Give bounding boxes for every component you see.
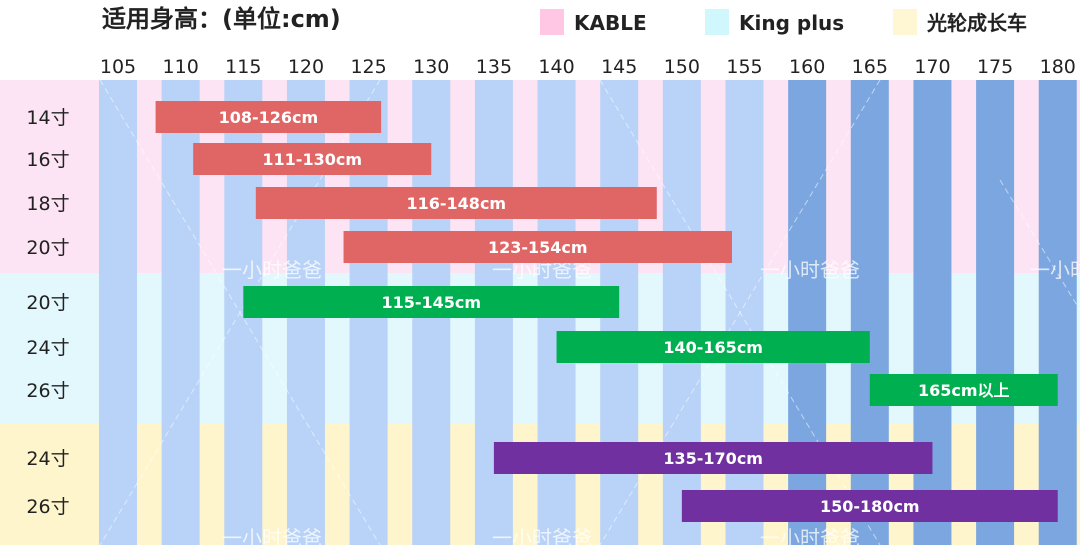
chart-title: 适用身高：(单位:cm) <box>102 5 341 33</box>
legend-swatch-1 <box>540 9 564 35</box>
legend-label-3: 光轮成长车 <box>926 11 1027 35</box>
watermark-text-6: 一小时爸爸 <box>492 526 592 545</box>
tick-label-160: 160 <box>789 56 825 78</box>
row-label-3-2: 26寸 <box>26 496 69 518</box>
tick-label-175: 175 <box>977 56 1013 78</box>
tick-label-120: 120 <box>288 56 324 78</box>
row-labels: 14寸 16寸 18寸 20寸 20寸 24寸 26寸 24寸 26寸 <box>26 107 69 518</box>
legend: KABLE King plus 光轮成长车 <box>540 9 1027 35</box>
tick-label-115: 115 <box>225 56 261 78</box>
range-bar-1-4 <box>343 231 732 263</box>
tick-label-135: 135 <box>476 56 512 78</box>
range-bar-1-1 <box>155 101 382 133</box>
watermark-text-3: 一小时爸爸 <box>760 258 860 282</box>
tick-label-150: 150 <box>664 56 700 78</box>
legend-label-2: King plus <box>739 11 844 35</box>
range-bar-1-2 <box>193 143 432 175</box>
column-180 <box>1038 80 1077 545</box>
range-bar-3-1 <box>493 442 933 474</box>
column-160 <box>788 80 827 545</box>
tick-label-130: 130 <box>413 56 449 78</box>
row-label-2-3: 26寸 <box>26 380 69 402</box>
range-bars: 108-126cm 111-130cm 116-148cm 123-154cm 115-… <box>155 101 1058 522</box>
x-axis-ticks: 105 110 115 120 125 130 135 140 145 150 155 160 165 1… <box>100 56 1076 78</box>
tick-label-155: 155 <box>726 56 762 78</box>
row-label-1-3: 18寸 <box>26 193 69 215</box>
column-175 <box>976 80 1015 545</box>
watermark-text-1: 一小时爸爸 <box>222 258 322 282</box>
row-label-2-1: 20寸 <box>26 292 69 314</box>
row-label-1-2: 16寸 <box>26 149 69 171</box>
watermark-diagonal-5 <box>999 179 1080 311</box>
tick-label-125: 125 <box>350 56 386 78</box>
range-bar-label-1-3: 116-148cm <box>407 194 507 213</box>
range-bar-2-2 <box>556 331 870 363</box>
tick-label-110: 110 <box>163 56 199 78</box>
tick-label-180: 180 <box>1040 56 1076 78</box>
range-bar-label-1-1: 108-126cm <box>219 108 319 127</box>
legend-swatch-2 <box>705 9 729 35</box>
watermark-text-4: 一小时爸爸 <box>1030 258 1080 282</box>
watermark-text-5: 一小时爸爸 <box>222 526 322 545</box>
watermark-text-7: 一小时爸爸 <box>760 526 860 545</box>
legend-swatch-3 <box>893 9 917 35</box>
range-bar-3-2 <box>681 490 1058 522</box>
tick-label-140: 140 <box>538 56 574 78</box>
row-label-3-1: 24寸 <box>26 448 69 470</box>
row-label-2-2: 24寸 <box>26 337 69 359</box>
column-165 <box>850 80 889 545</box>
range-bar-label-2-3: 165cm以上 <box>918 381 1010 400</box>
column-105 <box>99 80 137 545</box>
range-bar-label-2-2: 140-165cm <box>663 338 763 357</box>
range-bar-label-2-1: 115-145cm <box>381 293 481 312</box>
range-bar-2-3 <box>869 374 1058 406</box>
row-label-1-4: 20寸 <box>26 237 69 259</box>
column-155 <box>725 80 764 545</box>
row-label-1-1: 14寸 <box>26 107 69 129</box>
range-bar-2-1 <box>243 286 620 318</box>
tick-label-145: 145 <box>601 56 637 78</box>
watermark-layer: 一小时爸爸一小时爸爸一小时爸爸一小时爸爸一小时爸爸一小时爸爸一小时爸爸 <box>222 258 1080 545</box>
range-bar-label-1-4: 123-154cm <box>488 238 588 257</box>
tick-label-105: 105 <box>100 56 136 78</box>
tick-label-165: 165 <box>852 56 888 78</box>
column-150 <box>662 80 701 545</box>
range-bar-label-3-1: 135-170cm <box>663 449 763 468</box>
tick-label-170: 170 <box>914 56 950 78</box>
range-bar-1-3 <box>255 187 657 219</box>
legend-label-1: KABLE <box>574 11 647 35</box>
column-170 <box>913 80 952 545</box>
range-bar-label-1-2: 111-130cm <box>262 150 362 169</box>
range-bar-label-3-2: 150-180cm <box>820 497 920 516</box>
